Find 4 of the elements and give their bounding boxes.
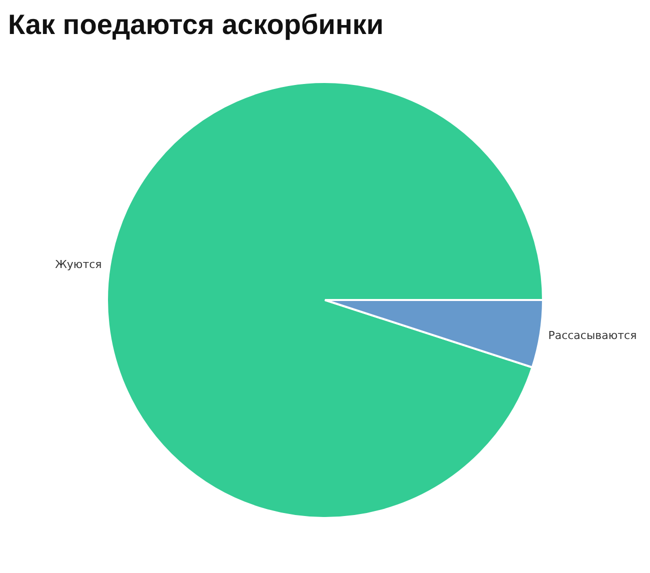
slice-label: Рассасываются <box>548 328 637 342</box>
slice-label: Жуются <box>55 258 102 272</box>
chart-title: Как поедаются аскорбинки <box>8 8 385 42</box>
pie-slice <box>106 81 544 519</box>
